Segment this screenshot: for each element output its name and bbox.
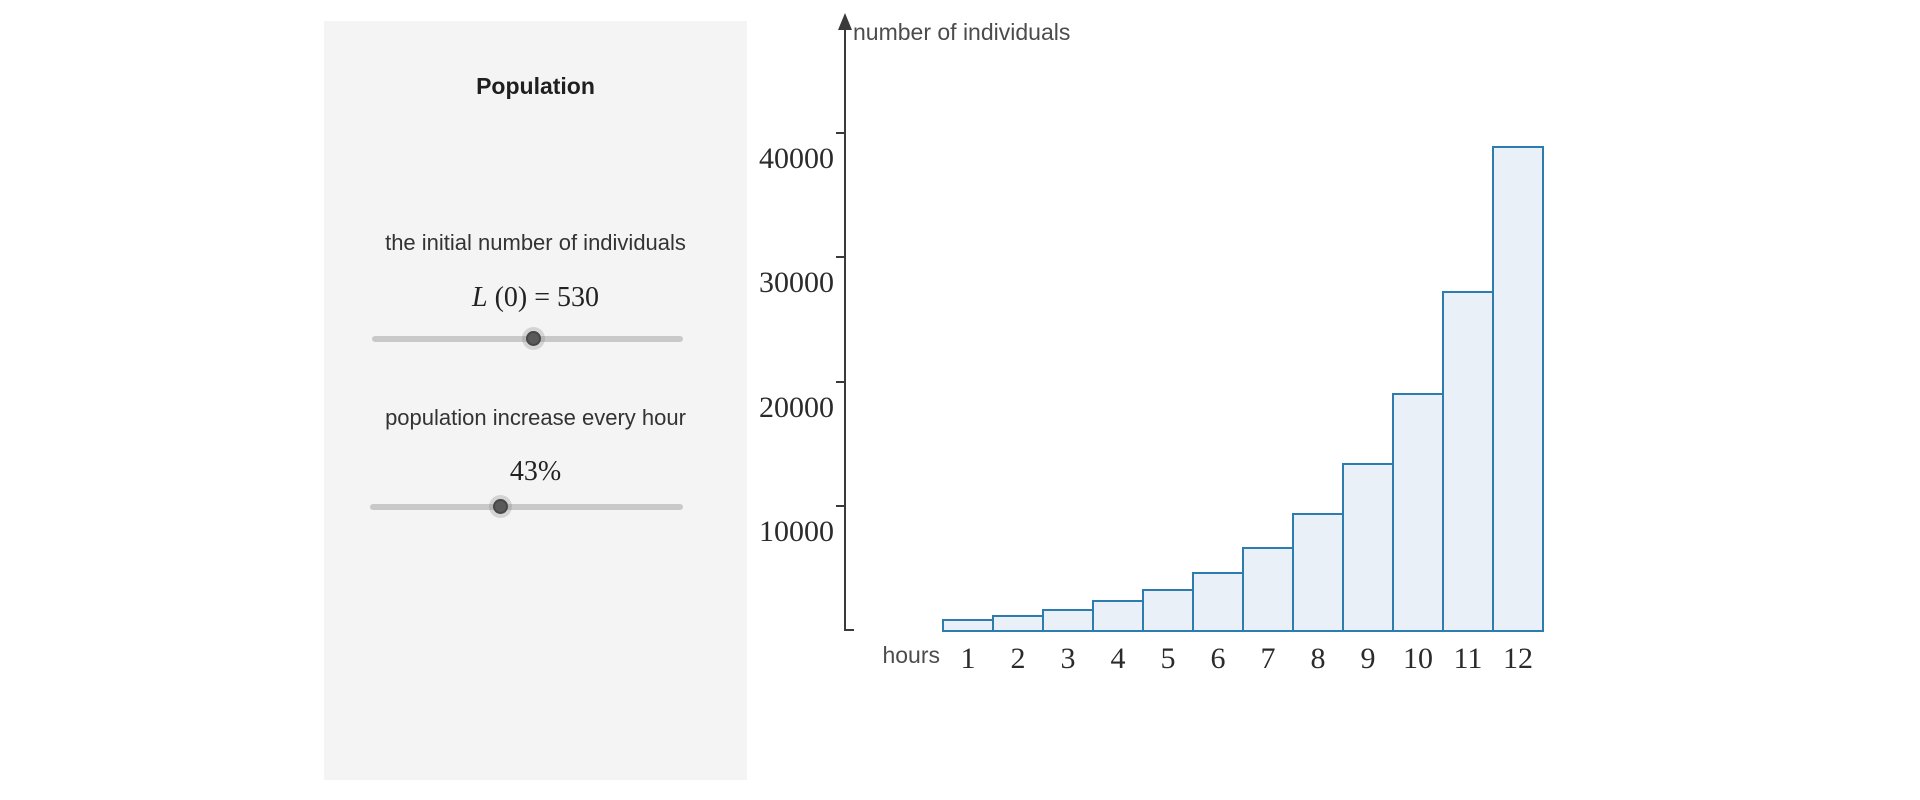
x-tick-label: 8 <box>1310 642 1326 675</box>
bar-hour-11 <box>1442 291 1494 632</box>
x-tick-label: 12 <box>1503 642 1533 675</box>
initial-individuals-slider[interactable] <box>372 327 683 351</box>
y-axis-foot-tick <box>845 629 854 631</box>
y-tick <box>836 256 845 258</box>
control-panel: Population the initial number of individ… <box>324 21 747 780</box>
increase-rate-value: 43% <box>509 456 562 487</box>
x-tick-label: 1 <box>960 642 976 675</box>
y-tick-label: 40000 <box>759 142 834 175</box>
bar-hour-1 <box>942 619 994 632</box>
y-tick <box>836 381 845 383</box>
y-axis-title: number of individuals <box>853 19 1071 45</box>
increase-rate-slider[interactable] <box>370 495 683 519</box>
initial-individuals-label: the initial number of individuals <box>385 230 686 255</box>
bar-hour-3 <box>1042 609 1094 632</box>
bar-hour-10 <box>1392 393 1444 632</box>
bar-hour-9 <box>1342 463 1394 632</box>
bar-hour-7 <box>1242 547 1294 632</box>
x-tick-label: 3 <box>1060 642 1076 675</box>
increase-rate-slider-thumb[interactable] <box>493 499 509 514</box>
bar-hour-12 <box>1492 146 1544 632</box>
panel-title: Population <box>476 73 595 99</box>
bar-hour-4 <box>1092 600 1144 632</box>
bar-hour-5 <box>1142 589 1194 632</box>
y-axis <box>844 26 846 631</box>
initial-individuals-value-rest: (0) = 530 <box>487 282 600 313</box>
x-axis-title: hours <box>882 642 940 668</box>
y-axis-arrow-icon <box>838 13 852 30</box>
x-tick-label: 10 <box>1403 642 1433 675</box>
x-tick-label: 11 <box>1453 642 1483 675</box>
initial-individuals-value-var: L <box>471 282 488 313</box>
y-tick <box>836 505 845 507</box>
bar-hour-2 <box>992 615 1044 632</box>
initial-individuals-value: L (0) = 530 <box>324 281 747 315</box>
x-tick-label: 7 <box>1260 642 1276 675</box>
y-tick <box>836 132 845 134</box>
x-tick-label: 4 <box>1110 642 1126 675</box>
x-tick-label: 5 <box>1160 642 1176 675</box>
bar-hour-6 <box>1192 572 1244 632</box>
y-tick-label: 10000 <box>759 515 834 548</box>
y-tick-label: 20000 <box>759 391 834 424</box>
x-tick-label: 9 <box>1360 642 1376 675</box>
initial-individuals-slider-thumb[interactable] <box>525 331 541 346</box>
increase-rate-slider-track[interactable] <box>370 504 683 510</box>
y-tick-label: 30000 <box>759 266 834 299</box>
x-tick-label: 2 <box>1010 642 1026 675</box>
bar-hour-8 <box>1292 513 1344 632</box>
x-tick-label: 6 <box>1210 642 1226 675</box>
increase-rate-label: population increase every hour <box>385 405 686 430</box>
